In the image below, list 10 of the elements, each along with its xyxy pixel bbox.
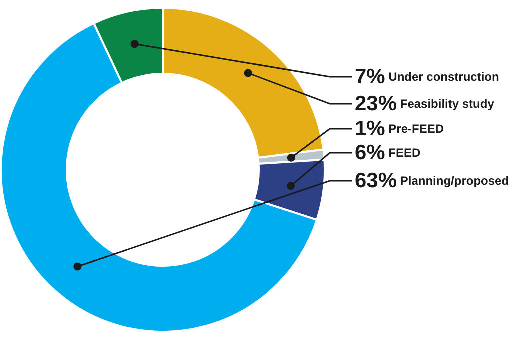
- data-label: 7%: [355, 66, 386, 88]
- slice-label: Planning/proposed: [400, 174, 510, 188]
- data-label: 6%: [355, 142, 386, 164]
- slice-label: Feasibility study: [400, 97, 495, 111]
- slice-label: Under construction: [388, 70, 500, 84]
- data-label: 23%: [355, 92, 398, 116]
- data-label: 1%: [355, 118, 386, 140]
- slice-label: Pre-FEED: [388, 122, 444, 136]
- slice-label: FEED: [388, 146, 422, 160]
- data-label: 63%: [355, 170, 398, 192]
